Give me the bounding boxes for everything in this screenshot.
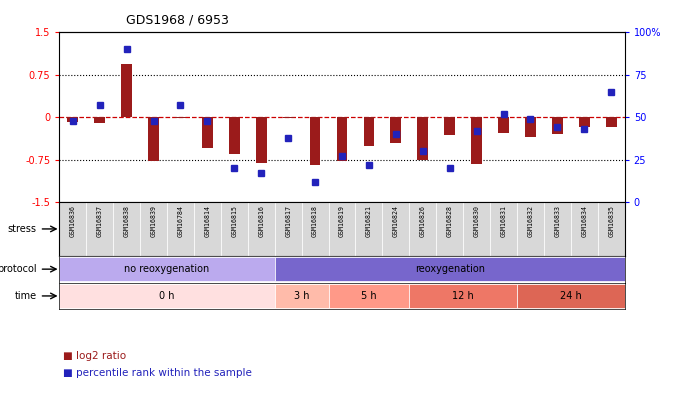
Text: time: time (15, 291, 37, 301)
Bar (229, 117, 239, 154)
Text: 24 h: 24 h (560, 291, 581, 301)
Bar (59, 202, 87, 256)
Text: GSM16821: GSM16821 (366, 205, 372, 237)
Text: protocol: protocol (0, 264, 37, 274)
Bar (148, 117, 159, 162)
Bar (383, 202, 409, 256)
Text: GSM16839: GSM16839 (151, 205, 156, 237)
Text: no reoxygenation: no reoxygenation (124, 264, 209, 274)
Bar (202, 117, 213, 148)
Bar (256, 117, 267, 162)
Bar (571, 202, 597, 256)
Bar (248, 202, 275, 256)
Bar (471, 117, 482, 164)
Bar (525, 117, 536, 137)
Text: ■ log2 ratio: ■ log2 ratio (63, 352, 126, 361)
Bar (302, 202, 329, 256)
Text: GSM16830: GSM16830 (474, 205, 480, 237)
Text: GSM16816: GSM16816 (258, 205, 265, 237)
Bar (409, 284, 517, 308)
Text: GSM16838: GSM16838 (124, 205, 130, 237)
Bar (579, 117, 590, 128)
Bar (409, 202, 436, 256)
Bar (490, 202, 517, 256)
Text: ■ percentile rank within the sample: ■ percentile rank within the sample (63, 368, 252, 377)
Bar (329, 202, 355, 256)
Bar (283, 117, 294, 118)
Bar (417, 117, 428, 160)
Bar (167, 202, 194, 256)
Bar (329, 284, 409, 308)
Text: GSM16831: GSM16831 (500, 205, 507, 237)
Text: 5 h: 5 h (361, 291, 377, 301)
Bar (445, 117, 455, 135)
Bar (552, 117, 563, 134)
Bar (87, 202, 113, 256)
Text: GSM16814: GSM16814 (205, 205, 210, 237)
Bar (175, 117, 186, 118)
Text: GSM16828: GSM16828 (447, 205, 453, 237)
Bar (59, 257, 275, 281)
Text: reoxygenation: reoxygenation (415, 264, 484, 274)
Text: GSM16837: GSM16837 (97, 205, 103, 237)
Bar (194, 202, 221, 256)
Text: GSM16835: GSM16835 (608, 205, 614, 237)
Bar (310, 117, 320, 165)
Bar (68, 117, 78, 122)
Text: GSM16836: GSM16836 (70, 205, 76, 237)
Bar (355, 202, 383, 256)
Bar (275, 257, 625, 281)
Bar (390, 117, 401, 143)
Bar (113, 202, 140, 256)
Bar (597, 202, 625, 256)
Text: GSM16834: GSM16834 (581, 205, 587, 237)
Text: GSM16824: GSM16824 (393, 205, 399, 237)
Text: GSM16833: GSM16833 (554, 205, 560, 237)
Bar (517, 284, 625, 308)
Text: GSM16819: GSM16819 (339, 205, 345, 237)
Bar (517, 202, 544, 256)
Bar (121, 64, 132, 117)
Text: 12 h: 12 h (452, 291, 474, 301)
Text: GSM16784: GSM16784 (177, 205, 184, 237)
Text: GSM16818: GSM16818 (312, 205, 318, 237)
Text: stress: stress (8, 224, 37, 234)
Bar (140, 202, 167, 256)
Bar (275, 202, 302, 256)
Bar (94, 117, 105, 123)
Bar (221, 202, 248, 256)
Text: GSM16826: GSM16826 (419, 205, 426, 237)
Text: GSM16815: GSM16815 (231, 205, 237, 237)
Text: GDS1968 / 6953: GDS1968 / 6953 (126, 13, 228, 26)
Bar (364, 117, 374, 145)
Bar (498, 117, 509, 133)
Bar (544, 202, 571, 256)
Text: 3 h: 3 h (294, 291, 309, 301)
Text: 0 h: 0 h (159, 291, 174, 301)
Bar (275, 284, 329, 308)
Text: GSM16832: GSM16832 (528, 205, 533, 237)
Bar (463, 202, 490, 256)
Bar (606, 117, 616, 127)
Bar (59, 284, 275, 308)
Bar (436, 202, 463, 256)
Text: GSM16817: GSM16817 (285, 205, 291, 237)
Bar (336, 117, 348, 162)
